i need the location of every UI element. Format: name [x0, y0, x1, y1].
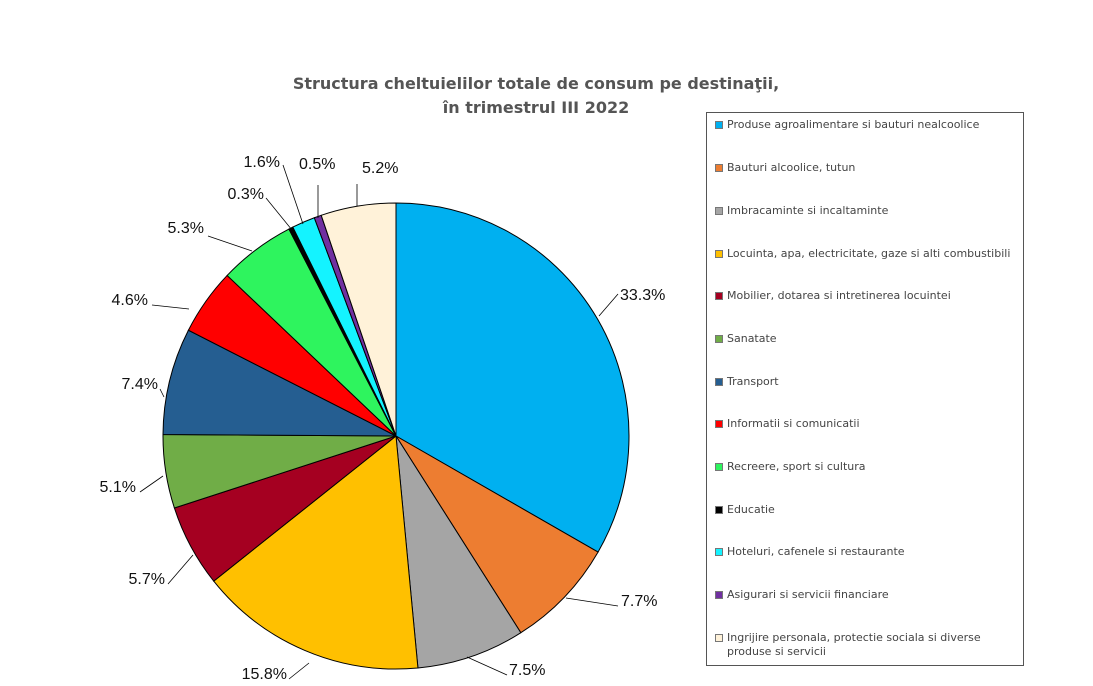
legend-item-12: Asigurari si servicii financiare: [715, 588, 1017, 602]
data-label-11: 1.6%: [244, 154, 280, 171]
pie-slice-4: [212, 435, 419, 670]
legend-label-5: Mobilier, dotarea si intretinerea locuin…: [727, 289, 951, 302]
legend-item-8: Informatii si comunicatii: [715, 417, 1017, 431]
legend-item-6: Sanatate: [715, 332, 1017, 346]
legend-label-4: Locuinta, apa, electricitate, gaze si al…: [727, 247, 1011, 260]
legend-item-9: Recreere, sport si cultura: [715, 460, 1017, 474]
chart-title: Structura cheltuielilor totale de consum…: [236, 72, 836, 120]
legend-item-7: Transport: [715, 375, 1017, 389]
legend-swatch-3: [715, 207, 723, 215]
legend-swatch-12: [715, 591, 723, 599]
pie-slice-7: [162, 329, 397, 437]
legend-label-12: Asigurari si servicii financiare: [727, 588, 889, 601]
legend-item-3: Imbracaminte si incaltaminte: [715, 204, 1017, 218]
leader-line-9: [207, 235, 253, 252]
leader-line-6: [139, 475, 164, 493]
legend-label-9: Recreere, sport si cultura: [727, 460, 866, 473]
chart-subtitle: în trimestrul III 2022: [442, 98, 630, 117]
data-label-3: 7.5%: [509, 662, 545, 679]
leader-line-10: [265, 197, 293, 231]
legend-label-11: Hoteluri, cafenele si restaurante: [727, 545, 905, 558]
pie-slice-2: [395, 435, 599, 634]
legend-item-2: Bauturi alcoolice, tutun: [715, 161, 1017, 175]
data-label-6: 5.1%: [100, 479, 136, 496]
legend-swatch-1: [715, 121, 723, 129]
legend-swatch-8: [715, 420, 723, 428]
legend-label-2: Bauturi alcoolice, tutun: [727, 161, 856, 174]
data-label-9: 5.3%: [168, 220, 204, 237]
legend-swatch-4: [715, 250, 723, 258]
legend-item-5: Mobilier, dotarea si intretinerea locuin…: [715, 289, 1017, 303]
pie-slice-3: [395, 435, 522, 669]
legend-swatch-7: [715, 378, 723, 386]
legend-item-13: Ingrijire personala, protectie sociala s…: [715, 631, 1017, 659]
pie-slices: [162, 202, 630, 670]
legend-swatch-6: [715, 335, 723, 343]
legend-label-3: Imbracaminte si incaltaminte: [727, 204, 889, 217]
legend-swatch-9: [715, 463, 723, 471]
legend-swatch-10: [715, 506, 723, 514]
legend-label-13: Ingrijire personala, protectie sociala s…: [727, 631, 981, 658]
leader-line-11: [282, 164, 304, 225]
legend-item-11: Hoteluri, cafenele si restaurante: [715, 545, 1017, 559]
leader-line-2: [565, 597, 619, 607]
leader-line-1: [598, 293, 619, 317]
leader-line-5: [167, 554, 194, 585]
data-label-7: 7.4%: [122, 376, 158, 393]
data-label-1: 33.3%: [620, 287, 665, 304]
legend-label-8: Informatii si comunicatii: [727, 417, 860, 430]
pie-slice-13: [320, 202, 397, 437]
legend-label-10: Educatie: [727, 503, 775, 516]
leader-lines: [139, 164, 619, 680]
data-labels: 33.3% 7.7% 7.5% 15.8% 5.7% 5.1% 7.4% 4.6% 5.3% 0.…: [100, 154, 666, 683]
legend-swatch-13: [715, 634, 723, 642]
data-label-12: 0.5%: [299, 156, 335, 173]
pie-slice-1: [395, 202, 630, 553]
data-label-13: 5.2%: [362, 160, 398, 177]
data-label-8: 4.6%: [112, 292, 148, 309]
data-label-10: 0.3%: [228, 186, 264, 203]
legend-item-4: Locuinta, apa, electricitate, gaze si al…: [715, 247, 1017, 261]
legend-swatch-2: [715, 164, 723, 172]
legend-label-1: Produse agroalimentare si bauturi nealco…: [727, 118, 980, 131]
leader-line-4: [288, 662, 310, 680]
legend-swatch-5: [715, 292, 723, 300]
data-label-5: 5.7%: [129, 571, 165, 588]
legend-item-10: Educatie: [715, 503, 1017, 517]
leader-line-3: [466, 656, 508, 676]
legend-label-7: Transport: [727, 375, 779, 388]
legend-item-1: Produse agroalimentare si bauturi nealco…: [715, 118, 1017, 132]
chart-title-line1: Structura cheltuielilor totale de consum…: [292, 74, 780, 93]
legend-label-6: Sanatate: [727, 332, 777, 345]
legend-swatch-11: [715, 548, 723, 556]
data-label-2: 7.7%: [621, 593, 657, 610]
data-label-4: 15.8%: [242, 666, 287, 683]
leader-line-8: [151, 304, 190, 310]
leader-line-7: [159, 388, 165, 398]
legend: Produse agroalimentare si bauturi nealco…: [706, 112, 1024, 666]
